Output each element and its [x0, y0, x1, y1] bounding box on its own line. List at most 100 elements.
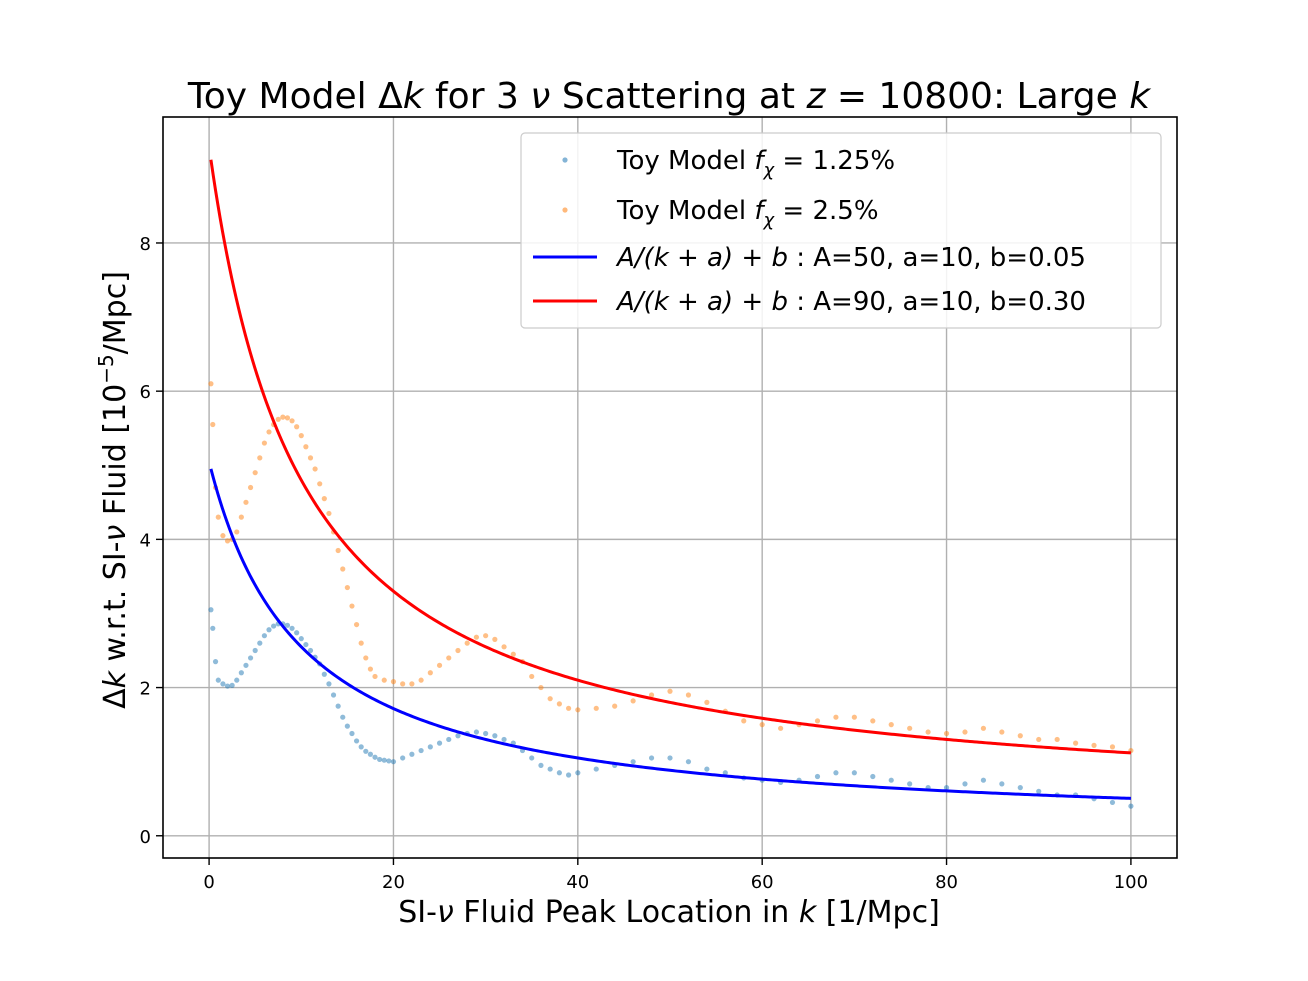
scatter-point	[257, 640, 263, 646]
scatter-point	[1036, 788, 1042, 794]
scatter-point	[759, 722, 765, 728]
scatter-point	[427, 670, 433, 676]
scatter-point	[377, 756, 383, 763]
scatter-point	[243, 499, 249, 505]
scatter-point	[349, 730, 355, 737]
scatter-point	[220, 681, 226, 687]
scatter-point	[1128, 803, 1134, 809]
scatter-point	[741, 718, 747, 724]
scatter-point	[492, 733, 498, 739]
scatter-point	[925, 729, 931, 735]
scatter-point	[294, 424, 300, 430]
scatter-point	[427, 744, 433, 750]
scatter-point	[538, 684, 544, 691]
scatter-point	[303, 641, 309, 648]
scatter-point	[400, 681, 406, 687]
scatter-point	[386, 758, 392, 764]
scatter-point	[212, 659, 219, 665]
scatter-point	[593, 705, 599, 711]
scatter-point	[234, 677, 240, 683]
scatter-point	[335, 547, 341, 554]
scatter-point	[321, 671, 327, 677]
scatter-point	[704, 766, 710, 772]
scatter-point	[907, 725, 913, 731]
scatter-point	[344, 723, 350, 729]
scatter-point	[999, 729, 1005, 735]
scatter-point	[446, 655, 452, 661]
y-axis-label: Δk w.r.t. SI-ν Fluid [10−5/Mpc]	[94, 271, 133, 709]
scatter-point	[501, 736, 507, 743]
scatter-series-1	[208, 607, 1134, 809]
scatter-point	[1054, 736, 1060, 743]
scatter-point	[215, 514, 221, 520]
svg-text:A/(k + a) + b : A=90, a=10, b=: A/(k + a) + b : A=90, a=10, b=0.30	[615, 287, 1086, 317]
scatter-point	[363, 748, 369, 754]
scatter-point	[556, 770, 562, 776]
scatter-point	[353, 621, 360, 628]
fit-curve-2	[209, 159, 1132, 755]
scatter-point	[630, 698, 636, 704]
plot-frame	[162, 116, 1178, 859]
scatter-point	[280, 414, 286, 420]
scatter-series-2	[208, 381, 1134, 754]
scatter-point	[252, 470, 258, 476]
scatter-point	[492, 636, 498, 643]
scatter-point	[436, 740, 443, 746]
scatter-point	[593, 766, 599, 772]
scatter-point	[266, 429, 272, 435]
scatter-point	[529, 673, 535, 680]
legend-item-line-1: A/(k + a) + b : A=50, a=10, b=0.05	[533, 243, 1086, 273]
scatter-point	[980, 777, 987, 783]
scatter-point	[210, 421, 216, 428]
scatter-point	[208, 381, 214, 387]
scatter-point	[630, 759, 636, 765]
scatter-point	[547, 766, 553, 772]
scatter-point	[307, 455, 314, 461]
legend-marker-scatter-1	[562, 157, 568, 163]
scatter-point	[436, 662, 443, 668]
scatter-point	[667, 688, 673, 694]
scatter-point	[980, 725, 987, 731]
scatter-point	[363, 655, 369, 661]
legend-item-line-2: A/(k + a) + b : A=90, a=10, b=0.30	[533, 287, 1086, 317]
svg-text:Toy Model fχ = 2.5%: Toy Model fχ = 2.5%	[616, 196, 879, 231]
y-tick-label: 8	[140, 234, 151, 255]
x-axis-label: SI-ν Fluid Peak Location in k [1/Mpc]	[398, 895, 940, 930]
scatter-point	[870, 773, 876, 780]
scatter-point	[289, 625, 295, 631]
scatter-point	[501, 644, 507, 650]
scatter-point	[566, 772, 572, 778]
scatter-point	[851, 770, 857, 776]
scatter-point	[400, 755, 406, 761]
scatter-point	[261, 633, 267, 639]
svg-text:A/(k + a) + b : A=50, a=10, b=: A/(k + a) + b : A=50, a=10, b=0.05	[615, 243, 1086, 273]
scatter-point	[510, 651, 516, 657]
scatter-point	[381, 757, 387, 763]
scatter-point	[390, 679, 397, 685]
scatter-point	[962, 781, 968, 787]
legend-item-scatter-2: Toy Model fχ = 2.5%	[562, 196, 879, 231]
scatter-point	[303, 444, 309, 450]
scatter-point	[247, 484, 254, 491]
y-tick-label: 6	[140, 382, 151, 403]
scatter-point	[224, 683, 231, 689]
scatter-point	[943, 785, 950, 791]
scatter-point	[340, 566, 346, 572]
scatter-point	[284, 622, 291, 628]
scatter-point	[483, 633, 489, 639]
scatter-point	[234, 529, 240, 535]
scatter-point	[298, 433, 304, 439]
scatter-point	[999, 781, 1005, 787]
scatter-point	[870, 718, 876, 724]
scatter-point	[271, 623, 277, 629]
scatter-point	[704, 699, 710, 705]
scatter-point	[685, 759, 692, 765]
scatter-point	[261, 440, 267, 446]
scatter-point	[289, 418, 295, 424]
scatter-point	[943, 730, 950, 737]
legend: Toy Model fχ = 1.25% Toy Model fχ = 2.5%…	[520, 132, 1162, 329]
scatter-point	[833, 770, 839, 776]
y-tick-label: 4	[140, 530, 151, 551]
scatter-point	[529, 755, 535, 761]
scatter-point	[367, 751, 374, 757]
